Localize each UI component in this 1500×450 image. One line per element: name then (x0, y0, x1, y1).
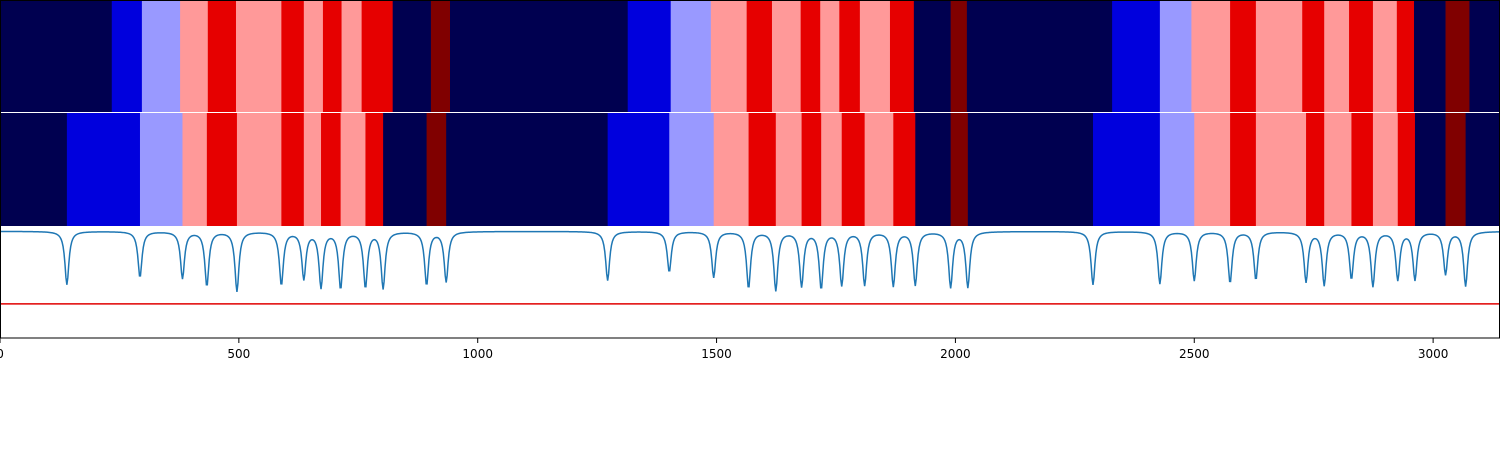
heatmap-cell-r2-34 (1324, 113, 1352, 226)
heatmap-cell-r2-13 (426, 113, 447, 226)
heatmap-cell-r2-18 (748, 113, 777, 226)
heatmap-cell-r1-31 (1230, 0, 1257, 113)
heatmap-cell-r1-36 (1372, 0, 1398, 113)
heatmap-cell-r2-7 (281, 113, 305, 226)
heatmap-cell-r2-33 (1306, 113, 1325, 226)
heatmap-cell-r1-24 (889, 0, 915, 113)
heatmap-cell-r1-33 (1302, 0, 1325, 113)
heatmap-cell-r2-27 (967, 113, 1094, 226)
heatmap-cell-r2-22 (841, 113, 866, 226)
heatmap-cell-r1-10 (341, 0, 363, 113)
heatmap-cell-r2-37 (1397, 113, 1416, 226)
x-tick-label-500: 500 (227, 347, 250, 361)
heatmap-cell-r1-27 (966, 0, 1113, 113)
heatmap-cell-r2-10 (340, 113, 366, 226)
heatmap-cell-r1-34 (1324, 0, 1350, 113)
heatmap-cell-r1-37 (1396, 0, 1415, 113)
heatmap-cell-r1-8 (303, 0, 324, 113)
heatmap-cell-r1-11 (361, 0, 394, 113)
heatmap-cell-r1-23 (859, 0, 891, 113)
heatmap-cell-r2-19 (775, 113, 802, 226)
heatmap-cell-r2-15 (607, 113, 670, 226)
heatmap-cell-r1-35 (1349, 0, 1374, 113)
heatmap-cell-r1-18 (746, 0, 773, 113)
heatmap-cell-r2-38 (1414, 113, 1446, 226)
heatmap-cell-r2-31 (1230, 113, 1257, 226)
heatmap-cell-r1-20 (800, 0, 821, 113)
series-line (0, 230, 1500, 292)
x-tick-label-3000: 3000 (1418, 347, 1449, 361)
heatmap-cell-r2-25 (915, 113, 952, 226)
heatmap-cell-r2-12 (383, 113, 427, 226)
heatmap-cell-r2-20 (801, 113, 822, 226)
x-tick-label-1500: 1500 (701, 347, 732, 361)
heatmap-cell-r1-29 (1159, 0, 1192, 113)
heatmap-cell-r1-39 (1445, 0, 1470, 113)
heatmap-cell-r2-9 (321, 113, 342, 226)
heatmap-cell-r2-24 (893, 113, 916, 226)
heatmap-cell-r2-30 (1194, 113, 1231, 226)
heatmap-cell-r2-17 (713, 113, 749, 226)
heatmap-cell-r2-2 (66, 113, 141, 226)
heatmap-cell-r1-7 (281, 0, 305, 113)
heatmap-cell-r2-40 (1465, 113, 1500, 226)
heatmap-cell-r1-28 (1112, 0, 1161, 113)
heatmap-cell-r2-35 (1351, 113, 1374, 226)
heatmap-cell-r1-14 (450, 0, 629, 113)
heatmap-cell-r2-11 (365, 113, 384, 226)
heatmap-row-2 (0, 113, 1500, 226)
heatmap-cell-r1-13 (430, 0, 451, 113)
heatmap-cell-r2-5 (206, 113, 238, 226)
heatmap-cell-r2-1 (0, 113, 68, 226)
heatmap-cell-r1-40 (1469, 0, 1500, 113)
x-tick-label-0: 0 (0, 347, 4, 361)
heatmap-cell-r2-16 (669, 113, 715, 226)
x-axis: 0 500 1000 1500 2000 2500 3000 (0, 338, 1448, 361)
heatmap-cell-r2-39 (1445, 113, 1466, 226)
heatmap-cell-r2-23 (864, 113, 894, 226)
heatmap-cell-r1-9 (322, 0, 342, 113)
heatmap-cell-r1-6 (235, 0, 282, 113)
heatmap-cell-r2-4 (182, 113, 208, 226)
heatmap-cell-r2-21 (821, 113, 843, 226)
x-tick-label-2500: 2500 (1179, 347, 1210, 361)
heatmap-cell-r2-6 (236, 113, 282, 226)
heatmap-cell-r2-14 (446, 113, 609, 226)
heatmap-cell-r1-17 (710, 0, 748, 113)
line-plot-panel (0, 226, 1500, 338)
heatmap-cell-r2-29 (1159, 113, 1195, 226)
heatmap-cell-r1-15 (627, 0, 672, 113)
heatmap-cell-r1-19 (771, 0, 802, 113)
x-tick-label-1000: 1000 (462, 347, 493, 361)
heatmap-cell-r2-32 (1255, 113, 1307, 226)
heatmap-cell-r2-36 (1372, 113, 1399, 226)
heatmap-cell-r1-38 (1414, 0, 1446, 113)
heatmap-cell-r1-26 (950, 0, 968, 113)
heatmap-cell-r1-30 (1191, 0, 1231, 113)
heatmap-cell-r1-22 (839, 0, 861, 113)
heatmap-cell-r1-21 (820, 0, 840, 113)
heatmap-cell-r2-3 (139, 113, 183, 226)
heatmap-cell-r1-2 (111, 0, 143, 113)
heatmap-cell-r1-12 (392, 0, 432, 113)
heatmap-cell-r1-32 (1255, 0, 1303, 113)
heatmap-cell-r1-4 (180, 0, 209, 113)
heatmap-cell-r2-26 (950, 113, 969, 226)
heatmap-cell-r1-16 (670, 0, 712, 113)
heatmap-cell-r1-1 (0, 0, 113, 113)
heatmap-cell-r1-5 (207, 0, 237, 113)
heatmap-cell-r1-25 (913, 0, 952, 113)
heatmap-row-1 (0, 0, 1500, 113)
heatmap-cell-r1-3 (141, 0, 181, 113)
heatmap-cell-r2-8 (303, 113, 322, 226)
heatmap-cell-r2-28 (1092, 113, 1161, 226)
x-tick-label-2000: 2000 (940, 347, 971, 361)
